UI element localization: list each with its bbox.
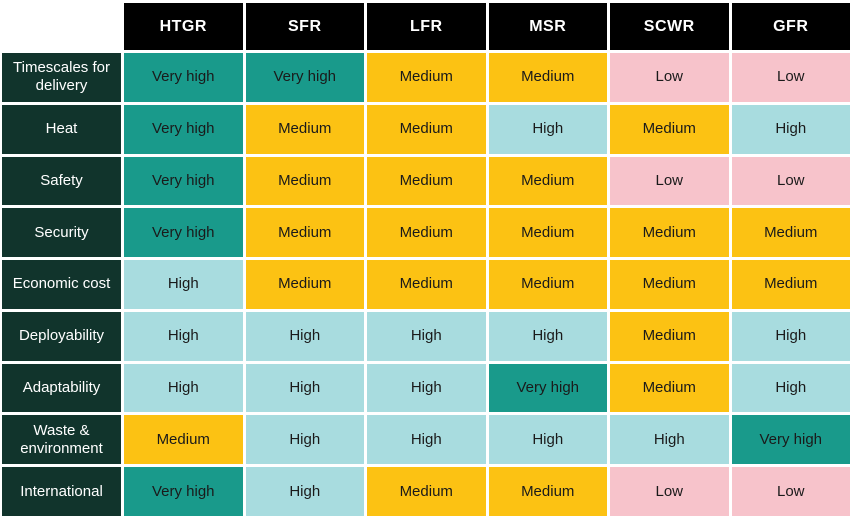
rating-cell: High bbox=[610, 415, 729, 465]
rating-cell: Medium bbox=[488, 260, 607, 309]
rating-cell: Medium bbox=[245, 104, 364, 154]
rating-cell: Low bbox=[731, 156, 850, 206]
rating-cell: High bbox=[731, 104, 850, 154]
column-header-scwr: SCWR bbox=[610, 3, 729, 50]
rating-cell: High bbox=[367, 311, 486, 361]
rating-cell: Medium bbox=[731, 260, 850, 309]
rating-cell: High bbox=[245, 363, 364, 413]
rating-cell: Very high bbox=[124, 53, 243, 102]
row-header: Safety bbox=[2, 156, 121, 206]
column-header-gfr: GFR bbox=[731, 3, 850, 50]
column-header-lfr: LFR bbox=[367, 3, 486, 50]
rating-cell: Low bbox=[731, 53, 850, 102]
rating-cell: High bbox=[367, 363, 486, 413]
rating-cell: High bbox=[245, 311, 364, 361]
rating-cell: Medium bbox=[367, 53, 486, 102]
row-header: Adaptability bbox=[2, 363, 121, 413]
rating-cell: High bbox=[367, 415, 486, 465]
rating-cell: Medium bbox=[488, 467, 607, 516]
rating-cell: High bbox=[488, 311, 607, 361]
rating-cell: Very high bbox=[124, 104, 243, 154]
rating-cell: Medium bbox=[245, 156, 364, 206]
rating-cell: Very high bbox=[488, 363, 607, 413]
rating-cell: Very high bbox=[731, 415, 850, 465]
rating-cell: High bbox=[124, 260, 243, 309]
row-header: Timescales for delivery bbox=[2, 53, 121, 102]
rating-cell: Medium bbox=[367, 260, 486, 309]
rating-cell: Medium bbox=[245, 208, 364, 258]
rating-cell: Very high bbox=[124, 156, 243, 206]
rating-cell: High bbox=[124, 311, 243, 361]
rating-cell: High bbox=[731, 311, 850, 361]
rating-cell: Medium bbox=[610, 363, 729, 413]
rating-cell: Medium bbox=[367, 104, 486, 154]
column-header-msr: MSR bbox=[488, 3, 607, 50]
rating-cell: High bbox=[731, 363, 850, 413]
row-header: International bbox=[2, 467, 121, 516]
row-header: Security bbox=[2, 208, 121, 258]
rating-cell: Medium bbox=[367, 156, 486, 206]
rating-cell: Medium bbox=[610, 104, 729, 154]
rating-cell: Very high bbox=[245, 53, 364, 102]
rating-cell: High bbox=[245, 467, 364, 516]
rating-cell: Very high bbox=[124, 208, 243, 258]
rating-cell: Medium bbox=[488, 208, 607, 258]
rating-cell: Medium bbox=[245, 260, 364, 309]
rating-cell: Low bbox=[610, 467, 729, 516]
rating-cell: Very high bbox=[124, 467, 243, 516]
rating-cell: Medium bbox=[488, 156, 607, 206]
row-header: Waste & environment bbox=[2, 415, 121, 465]
rating-cell: Medium bbox=[731, 208, 850, 258]
column-header-htgr: HTGR bbox=[124, 3, 243, 50]
rating-cell: Medium bbox=[610, 260, 729, 309]
rating-cell: Medium bbox=[367, 467, 486, 516]
rating-cell: Medium bbox=[124, 415, 243, 465]
rating-cell: Low bbox=[610, 53, 729, 102]
rating-cell: Medium bbox=[488, 53, 607, 102]
rating-cell: High bbox=[245, 415, 364, 465]
rating-cell: Medium bbox=[367, 208, 486, 258]
rating-cell: Low bbox=[731, 467, 850, 516]
rating-cell: High bbox=[488, 104, 607, 154]
rating-cell: High bbox=[124, 363, 243, 413]
rating-cell: Medium bbox=[610, 311, 729, 361]
row-header: Heat bbox=[2, 104, 121, 154]
rating-cell: Medium bbox=[610, 208, 729, 258]
column-header-sfr: SFR bbox=[245, 3, 364, 50]
row-header: Economic cost bbox=[2, 260, 121, 309]
rating-cell: High bbox=[488, 415, 607, 465]
corner-cell bbox=[2, 3, 121, 50]
row-header: Deployability bbox=[2, 311, 121, 361]
rating-cell: Low bbox=[610, 156, 729, 206]
